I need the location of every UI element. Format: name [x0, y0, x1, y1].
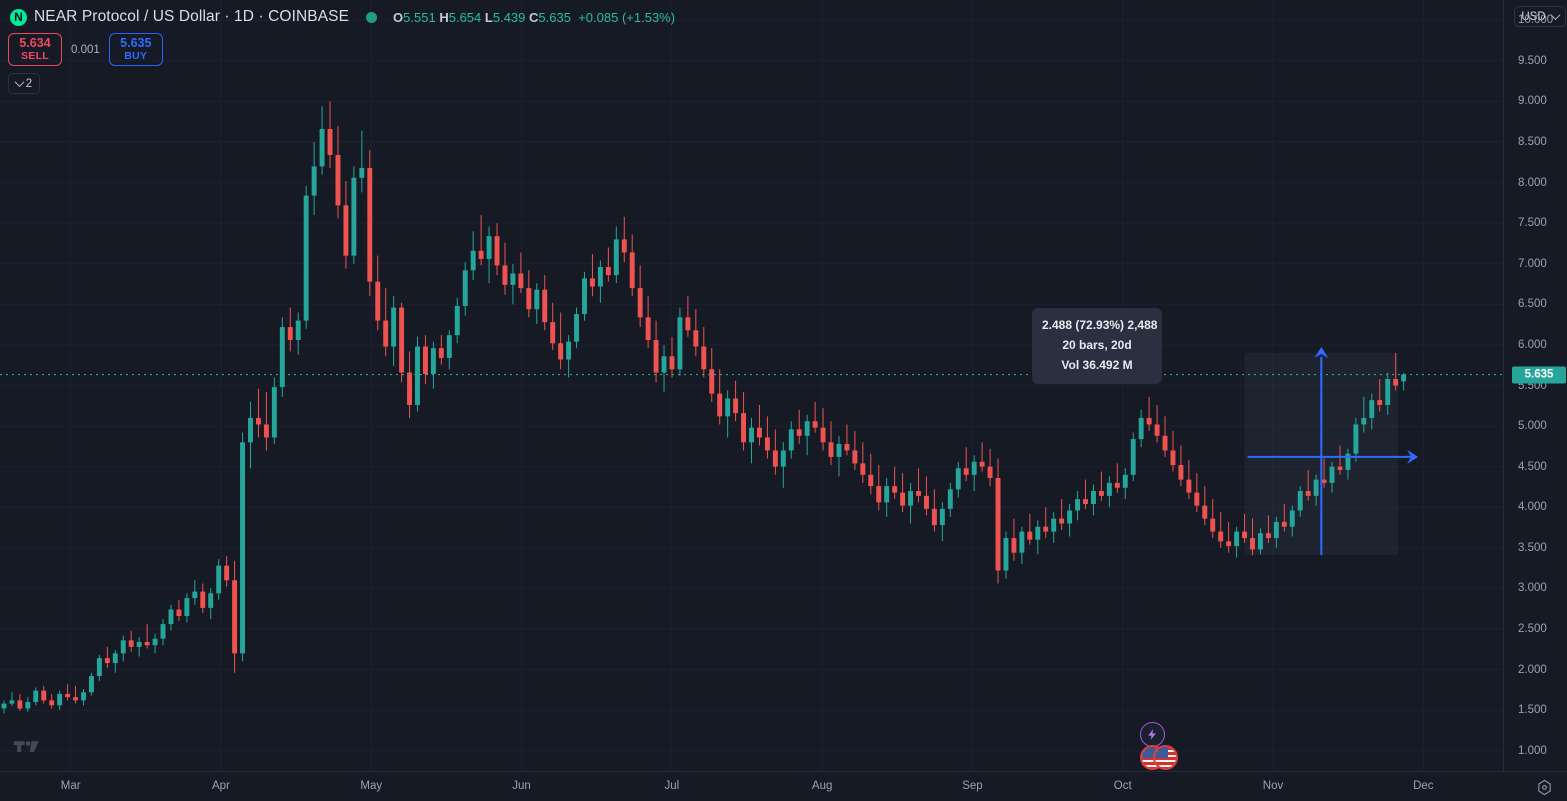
live-status-icon — [366, 11, 378, 23]
time-tick-label: Nov — [1262, 780, 1284, 792]
buy-label: BUY — [124, 49, 148, 62]
sell-label: SELL — [20, 49, 50, 62]
measure-volume: Vol 36.492 M — [1061, 357, 1133, 372]
symbol-title[interactable]: NEAR Protocol / US Dollar · 1D · COINBAS… — [34, 8, 350, 25]
us-flag-icon-2[interactable] — [1153, 745, 1178, 770]
price-tick-label: 2.000 — [1518, 663, 1547, 676]
near-protocol-logo-icon: N — [10, 8, 27, 26]
price-tick-label: 5.000 — [1518, 420, 1547, 433]
time-axis[interactable]: Mar Apr May Jun Jul Aug Sep Oct Nov Dec — [0, 771, 1567, 801]
time-tick-label: Jul — [664, 780, 680, 792]
change-percent: (+1.53%) — [621, 9, 676, 25]
sell-button[interactable]: 5.634 SELL — [8, 33, 62, 66]
spread-value: 0.001 — [71, 43, 100, 56]
quantity-selector[interactable]: 2 — [8, 73, 40, 94]
measure-price-change: 2.488 (72.93%) 2,488 — [1042, 318, 1158, 332]
current-price-badge: 5.635 — [1512, 366, 1566, 384]
time-tick-label: Mar — [60, 780, 81, 792]
quantity-value: 2 — [25, 77, 33, 90]
change-value: +0.085 — [578, 9, 619, 25]
chart-header: N NEAR Protocol / US Dollar · 1D · COINB… — [0, 0, 1500, 100]
time-tick-label: Apr — [211, 780, 230, 792]
price-tick-label: 3.000 — [1518, 582, 1547, 595]
time-tick-label: Dec — [1413, 780, 1434, 792]
flag-canton — [1155, 747, 1168, 758]
buy-price: 5.635 — [120, 36, 152, 51]
price-tick-label: 8.500 — [1518, 136, 1547, 149]
candlestick-chart[interactable] — [0, 0, 1503, 771]
price-tick-label: 4.000 — [1518, 501, 1547, 514]
high-value: 5.654 — [448, 9, 482, 25]
time-tick-label: Sep — [962, 780, 983, 792]
symbol-info-row: N NEAR Protocol / US Dollar · 1D · COINB… — [10, 6, 675, 28]
price-tick-label: 1.500 — [1518, 704, 1547, 717]
tradingview-logo — [13, 741, 39, 753]
sell-price: 5.634 — [19, 36, 51, 51]
chart-settings-gear-icon[interactable] — [1536, 779, 1553, 796]
time-tick-label: Oct — [1113, 780, 1132, 792]
close-value: 5.635 — [538, 9, 571, 25]
economic-event-bolt-icon[interactable] — [1140, 722, 1165, 747]
low-value: 5.439 — [492, 9, 526, 25]
open-value: 5.551 — [403, 9, 436, 25]
currency-label: USD — [1521, 10, 1546, 23]
price-tick-label: 9.000 — [1518, 95, 1547, 108]
lightning-bolt-glyph — [1148, 729, 1156, 740]
buy-button[interactable]: 5.635 BUY — [108, 33, 163, 66]
time-tick-label: Jun — [512, 780, 531, 792]
measure-bars-days: 20 bars, 20d — [1062, 337, 1132, 352]
price-tick-label: 8.000 — [1518, 176, 1547, 189]
price-tick-label: 4.500 — [1518, 460, 1547, 473]
price-axis[interactable]: USD 10.000 9.500 9.000 8.500 8.000 7.500 7.000… — [1503, 0, 1567, 771]
close-label: C — [529, 9, 539, 25]
time-tick-label: Aug — [811, 780, 833, 792]
price-tick-label: 2.500 — [1518, 622, 1547, 635]
high-label: H — [439, 9, 449, 25]
measurement-tooltip: 2.488 (72.93%) 2,488 20 bars, 20d Vol 36… — [1032, 308, 1162, 384]
chart-pane[interactable] — [0, 0, 1503, 771]
ohlc-values: O5.551 H5.654 L5.439 C5.635 +0.085 (+1.5… — [393, 10, 675, 25]
flag-canton — [1142, 747, 1155, 758]
price-tick-label: 7.500 — [1518, 217, 1547, 230]
price-tick-label: 3.500 — [1518, 541, 1547, 554]
open-label: O — [393, 9, 404, 25]
price-tick-label: 6.000 — [1518, 338, 1547, 351]
time-tick-label: May — [360, 780, 383, 792]
low-label: L — [484, 9, 493, 25]
trade-buttons-row: 5.634 SELL 0.001 5.635 BUY — [8, 33, 163, 66]
price-tick-label: 1.000 — [1518, 744, 1547, 757]
currency-selector[interactable]: USD — [1514, 6, 1566, 27]
price-tick-label: 9.500 — [1518, 54, 1547, 67]
economic-event-flags[interactable] — [1140, 745, 1188, 771]
price-tick-label: 7.000 — [1518, 257, 1547, 270]
price-tick-label: 6.500 — [1518, 298, 1547, 311]
price-tick-label: 10.000 — [1518, 14, 1554, 27]
chevron-down-icon — [14, 77, 25, 88]
